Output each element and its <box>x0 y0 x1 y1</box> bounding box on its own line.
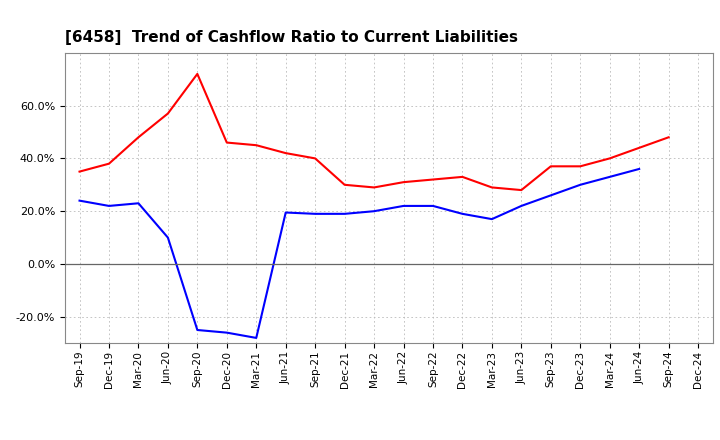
Operating CF to Current Liabilities <box>222 140 231 145</box>
Free CF to Current Liabilities <box>517 203 526 209</box>
Operating CF to Current Liabilities <box>635 145 644 150</box>
Free CF to Current Liabilities <box>75 198 84 203</box>
Operating CF to Current Liabilities <box>606 156 614 161</box>
Free CF to Current Liabilities <box>576 182 585 187</box>
Free CF to Current Liabilities <box>104 203 113 209</box>
Operating CF to Current Liabilities <box>134 135 143 140</box>
Free CF to Current Liabilities <box>546 193 555 198</box>
Operating CF to Current Liabilities <box>75 169 84 174</box>
Operating CF to Current Liabilities <box>311 156 320 161</box>
Operating CF to Current Liabilities <box>428 177 437 182</box>
Operating CF to Current Liabilities <box>282 150 290 156</box>
Free CF to Current Liabilities <box>606 174 614 180</box>
Line: Operating CF to Current Liabilities: Operating CF to Current Liabilities <box>79 74 669 190</box>
Operating CF to Current Liabilities <box>193 71 202 77</box>
Free CF to Current Liabilities <box>635 166 644 172</box>
Operating CF to Current Liabilities <box>252 143 261 148</box>
Free CF to Current Liabilities <box>487 216 496 222</box>
Free CF to Current Liabilities <box>370 209 379 214</box>
Free CF to Current Liabilities <box>399 203 408 209</box>
Operating CF to Current Liabilities <box>163 111 172 116</box>
Free CF to Current Liabilities <box>282 210 290 215</box>
Operating CF to Current Liabilities <box>517 187 526 193</box>
Free CF to Current Liabilities <box>311 211 320 216</box>
Operating CF to Current Liabilities <box>665 135 673 140</box>
Text: [6458]  Trend of Cashflow Ratio to Current Liabilities: [6458] Trend of Cashflow Ratio to Curren… <box>65 29 518 45</box>
Free CF to Current Liabilities <box>428 203 437 209</box>
Free CF to Current Liabilities <box>252 335 261 341</box>
Operating CF to Current Liabilities <box>104 161 113 166</box>
Free CF to Current Liabilities <box>458 211 467 216</box>
Free CF to Current Liabilities <box>163 235 172 240</box>
Operating CF to Current Liabilities <box>546 164 555 169</box>
Free CF to Current Liabilities <box>134 201 143 206</box>
Operating CF to Current Liabilities <box>487 185 496 190</box>
Line: Free CF to Current Liabilities: Free CF to Current Liabilities <box>79 169 639 338</box>
Operating CF to Current Liabilities <box>576 164 585 169</box>
Operating CF to Current Liabilities <box>341 182 349 187</box>
Free CF to Current Liabilities <box>222 330 231 335</box>
Operating CF to Current Liabilities <box>399 180 408 185</box>
Operating CF to Current Liabilities <box>370 185 379 190</box>
Operating CF to Current Liabilities <box>458 174 467 180</box>
Free CF to Current Liabilities <box>193 327 202 333</box>
Free CF to Current Liabilities <box>341 211 349 216</box>
